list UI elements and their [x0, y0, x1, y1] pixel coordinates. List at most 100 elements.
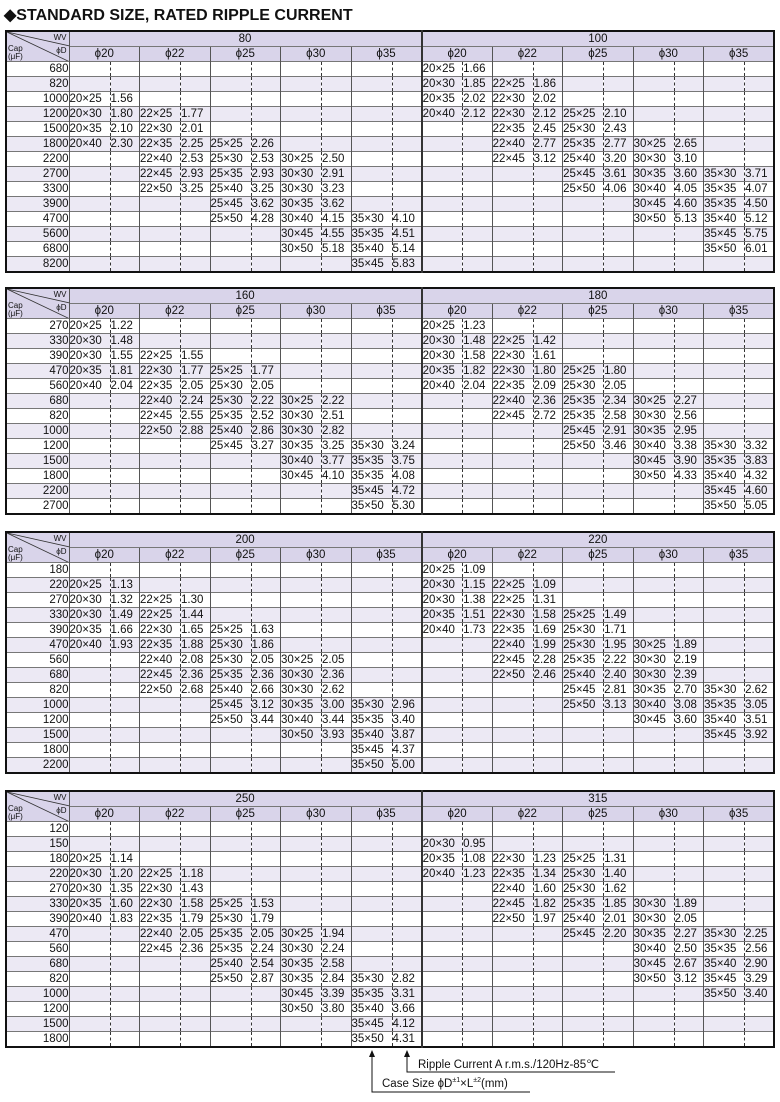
ripple-current-cell	[744, 836, 775, 852]
case-size-cell: 20×30	[420, 592, 463, 608]
case-size-cell	[632, 1016, 675, 1032]
ripple-current-cell: 1.66	[462, 61, 493, 77]
case-size-cell: 22×40	[491, 393, 534, 409]
ripple-current-cell: 3.92	[744, 727, 775, 743]
ripple-current-cell	[109, 498, 140, 514]
case-size-cell	[350, 682, 392, 698]
capacitance-cell: 2200	[6, 483, 70, 499]
diameter-header: ϕ30	[280, 303, 351, 319]
diameter-label: ϕD	[56, 806, 67, 815]
case-size-cell	[68, 483, 110, 499]
case-size-cell	[703, 652, 745, 668]
case-size-cell	[420, 151, 463, 167]
case-size-cell: 30×45	[632, 956, 675, 972]
case-size-cell	[209, 1001, 251, 1017]
case-size-cell	[68, 941, 110, 957]
case-size-cell	[68, 196, 110, 212]
ripple-current-cell	[180, 211, 210, 227]
ripple-current-cell: 1.38	[462, 592, 493, 608]
ripple-current-cell: 1.71	[603, 622, 634, 638]
ripple-current-cell: 4.06	[603, 181, 634, 197]
capacitance-cell: 470	[6, 926, 70, 942]
ripple-current-cell	[180, 971, 210, 987]
case-size-cell: 22×35	[139, 378, 181, 394]
header-row-voltage: WV ϕD Cap (μF) 160 180	[6, 287, 775, 319]
ripple-current-cell	[321, 1016, 351, 1032]
case-size-cell: 25×35	[209, 408, 251, 424]
ripple-current-cell	[391, 682, 422, 698]
ripple-current-cell: 1.42	[532, 333, 563, 349]
case-size-cell	[350, 408, 392, 424]
ripple-current-cell	[250, 866, 281, 882]
case-size-cell: 22×35	[139, 911, 181, 927]
ripple-current-cell	[391, 866, 422, 882]
ripple-current-cell: 2.91	[321, 166, 351, 182]
case-size-cell	[703, 393, 745, 409]
case-size-cell	[632, 121, 675, 137]
ripple-current-cell	[321, 757, 351, 773]
case-size-cell	[562, 727, 604, 743]
ripple-current-cell	[462, 926, 493, 942]
case-size-cell	[491, 483, 534, 499]
diameter-header: ϕ35	[703, 303, 775, 319]
case-size-cell	[68, 468, 110, 484]
case-size-cell	[703, 333, 745, 349]
ripple-current-cell	[532, 498, 563, 514]
case-size-cell: 22×30	[491, 106, 534, 122]
case-size-cell: 30×30	[632, 408, 675, 424]
case-size-cell	[420, 181, 463, 197]
case-size-cell: 22×35	[139, 136, 181, 152]
table-row: 820 22×50 2.68 25×40 2.66 30×30 2.62 25×45 2.81 3…	[6, 682, 775, 698]
ripple-current-cell	[532, 241, 563, 257]
ripple-current-cell	[532, 423, 563, 439]
case-size-cell: 22×40	[139, 393, 181, 409]
case-size-cell: 30×40	[280, 712, 322, 728]
ripple-current-cell: 2.25	[744, 926, 775, 942]
ripple-current-cell	[744, 742, 775, 758]
case-size-cell	[68, 971, 110, 987]
voltage-header-315: 315	[420, 790, 775, 807]
ripple-current-cell: 4.51	[391, 226, 422, 242]
case-size-cell: 25×35	[562, 408, 604, 424]
case-size-cell	[68, 712, 110, 728]
diameter-header: ϕ25	[209, 547, 281, 563]
case-size-cell	[703, 318, 745, 334]
capacitance-cell: 3300	[6, 181, 70, 197]
ripple-current-cell: 1.82	[532, 896, 563, 912]
ripple-current-cell: 5.05	[744, 498, 775, 514]
ripple-current-cell	[391, 151, 422, 167]
case-size-cell	[632, 622, 675, 638]
ripple-current-cell: 5.00	[391, 757, 422, 773]
ripple-current-cell: 1.66	[109, 622, 140, 638]
ripple-current-cell: 1.23	[532, 851, 563, 867]
ripple-current-cell	[391, 333, 422, 349]
ripple-current-cell	[180, 76, 210, 92]
ripple-current-cell	[603, 941, 634, 957]
ripple-current-cell	[462, 652, 493, 668]
case-size-cell: 35×50	[350, 498, 392, 514]
ripple-current-cell: 4.10	[391, 211, 422, 227]
case-size-cell	[632, 483, 675, 499]
ripple-current-cell	[180, 1001, 210, 1017]
case-size-cell	[562, 226, 604, 242]
ripple-current-cell: 1.77	[250, 363, 281, 379]
case-size-cell	[562, 956, 604, 972]
case-size-cell	[350, 622, 392, 638]
case-size-arrow	[371, 1055, 530, 1093]
ripple-current-cell: 3.60	[673, 166, 704, 182]
case-size-cell	[491, 821, 534, 837]
ripple-current-cell	[462, 911, 493, 927]
ripple-current-cell	[180, 226, 210, 242]
case-size-cell	[491, 971, 534, 987]
table-row: 680 25×40 2.54 30×35 2.58 30×45 2.67 35×40 2.90	[6, 956, 775, 972]
ripple-current-cell	[744, 757, 775, 773]
case-size-cell	[68, 453, 110, 469]
case-size-cell	[68, 1016, 110, 1032]
ripple-current-cell	[673, 226, 704, 242]
case-size-cell: 22×25	[139, 592, 181, 608]
ripple-current-cell: 1.85	[603, 896, 634, 912]
capacitance-cell: 330	[6, 333, 70, 349]
case-size-cell	[139, 468, 181, 484]
case-size-cell	[632, 1031, 675, 1047]
ripple-current-cell: 3.25	[250, 181, 281, 197]
